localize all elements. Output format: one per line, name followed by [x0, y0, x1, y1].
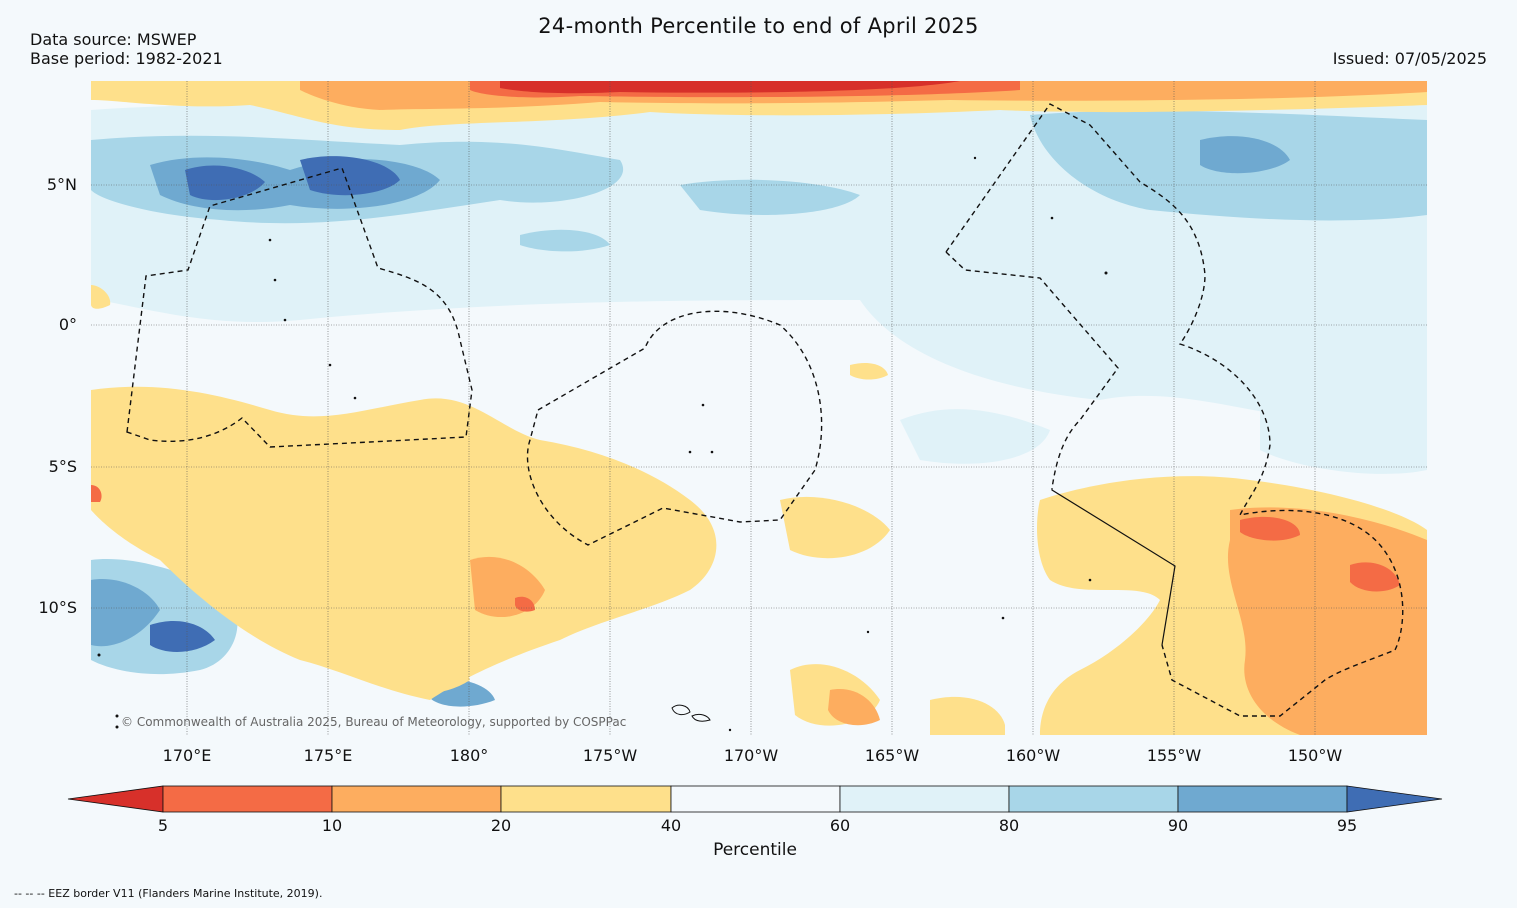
band-20-40-sw2	[380, 637, 470, 694]
band-90-95-east	[1200, 136, 1290, 174]
colorbar-tick-5: 5	[157, 816, 169, 835]
issued-date: Issued: 07/05/2025	[1332, 49, 1487, 68]
band-gt95-sw	[150, 620, 215, 652]
lon-label-170w: 170°W	[723, 746, 779, 765]
copyright-notice: © Commonwealth of Australia 2025, Bureau…	[121, 715, 627, 729]
band-20-40-mid	[780, 496, 890, 559]
eez-borders	[126, 103, 1404, 717]
lon-label-165w: 165°W	[864, 746, 920, 765]
lon-label-180: 180°	[449, 746, 489, 765]
solid-borders	[1051, 488, 1176, 646]
data-source-text: Data source: MSWEP	[30, 30, 197, 49]
lon-label-155w: 155°W	[1146, 746, 1202, 765]
band-gt95-a	[185, 165, 265, 201]
band-60-80-center	[900, 409, 1050, 464]
colorbar-tick-20: 20	[490, 816, 512, 835]
colorbar-tick-60: 60	[829, 816, 851, 835]
eez-kiribati-phoenix	[526, 310, 823, 546]
lat-label-0: 0°	[58, 315, 77, 334]
lat-label-5n: 5°N	[46, 175, 77, 194]
band-90-95-sw	[91, 579, 160, 647]
base-period-text: Base period: 1982-2021	[30, 49, 223, 68]
eez-line-west	[945, 251, 1119, 489]
islands	[97, 156, 1108, 732]
lat-label-10s: 10°S	[38, 598, 77, 617]
lat-label-5s: 5°S	[48, 457, 77, 476]
band-80-90-small	[520, 229, 610, 252]
colorbar-tick-95: 95	[1336, 816, 1358, 835]
lon-label-170e: 170°E	[162, 746, 212, 765]
band-lt5-top	[500, 81, 960, 94]
gridlines	[91, 81, 1427, 735]
band-gt95-b	[300, 156, 400, 196]
colorbar-title: Percentile	[713, 840, 797, 860]
band-10-20-b	[828, 689, 880, 726]
band-5-10-b	[515, 596, 535, 612]
band-20-40-southwest	[91, 386, 717, 700]
band-5-10-edge	[91, 485, 102, 502]
band-5-10-se2	[1240, 516, 1300, 541]
colorbar-tick-80: 80	[998, 816, 1020, 835]
lon-label-175e: 175°E	[303, 746, 353, 765]
band-60-80-east	[1260, 377, 1427, 474]
lon-label-160w: 160°W	[1005, 746, 1061, 765]
lon-label-175w: 175°W	[582, 746, 638, 765]
band-20-40-edge	[91, 285, 111, 309]
eez-kiribati-line	[945, 103, 1404, 717]
page-title: 24-month Percentile to end of April 2025	[538, 14, 979, 38]
colorbar-tick-90: 90	[1167, 816, 1189, 835]
eez-footnote: -- -- -- EEZ border V11 (Flanders Marine…	[14, 887, 323, 900]
lon-label-150w: 150°W	[1287, 746, 1343, 765]
band-10-20-se	[1227, 507, 1427, 735]
solid-border-segment	[1051, 488, 1176, 646]
colorbar-tick-10: 10	[321, 816, 343, 835]
percentile-field	[91, 81, 1427, 735]
data-info: Data source: MSWEP Base period: 1982-202…	[30, 30, 223, 68]
band-80-90-mid	[680, 179, 860, 215]
band-20-40-mid3	[930, 696, 1005, 735]
samoa-islands	[671, 704, 711, 722]
colorbar-tick-40: 40	[660, 816, 682, 835]
band-5-10-se	[1350, 562, 1400, 592]
band-20-40-dot	[850, 363, 888, 380]
